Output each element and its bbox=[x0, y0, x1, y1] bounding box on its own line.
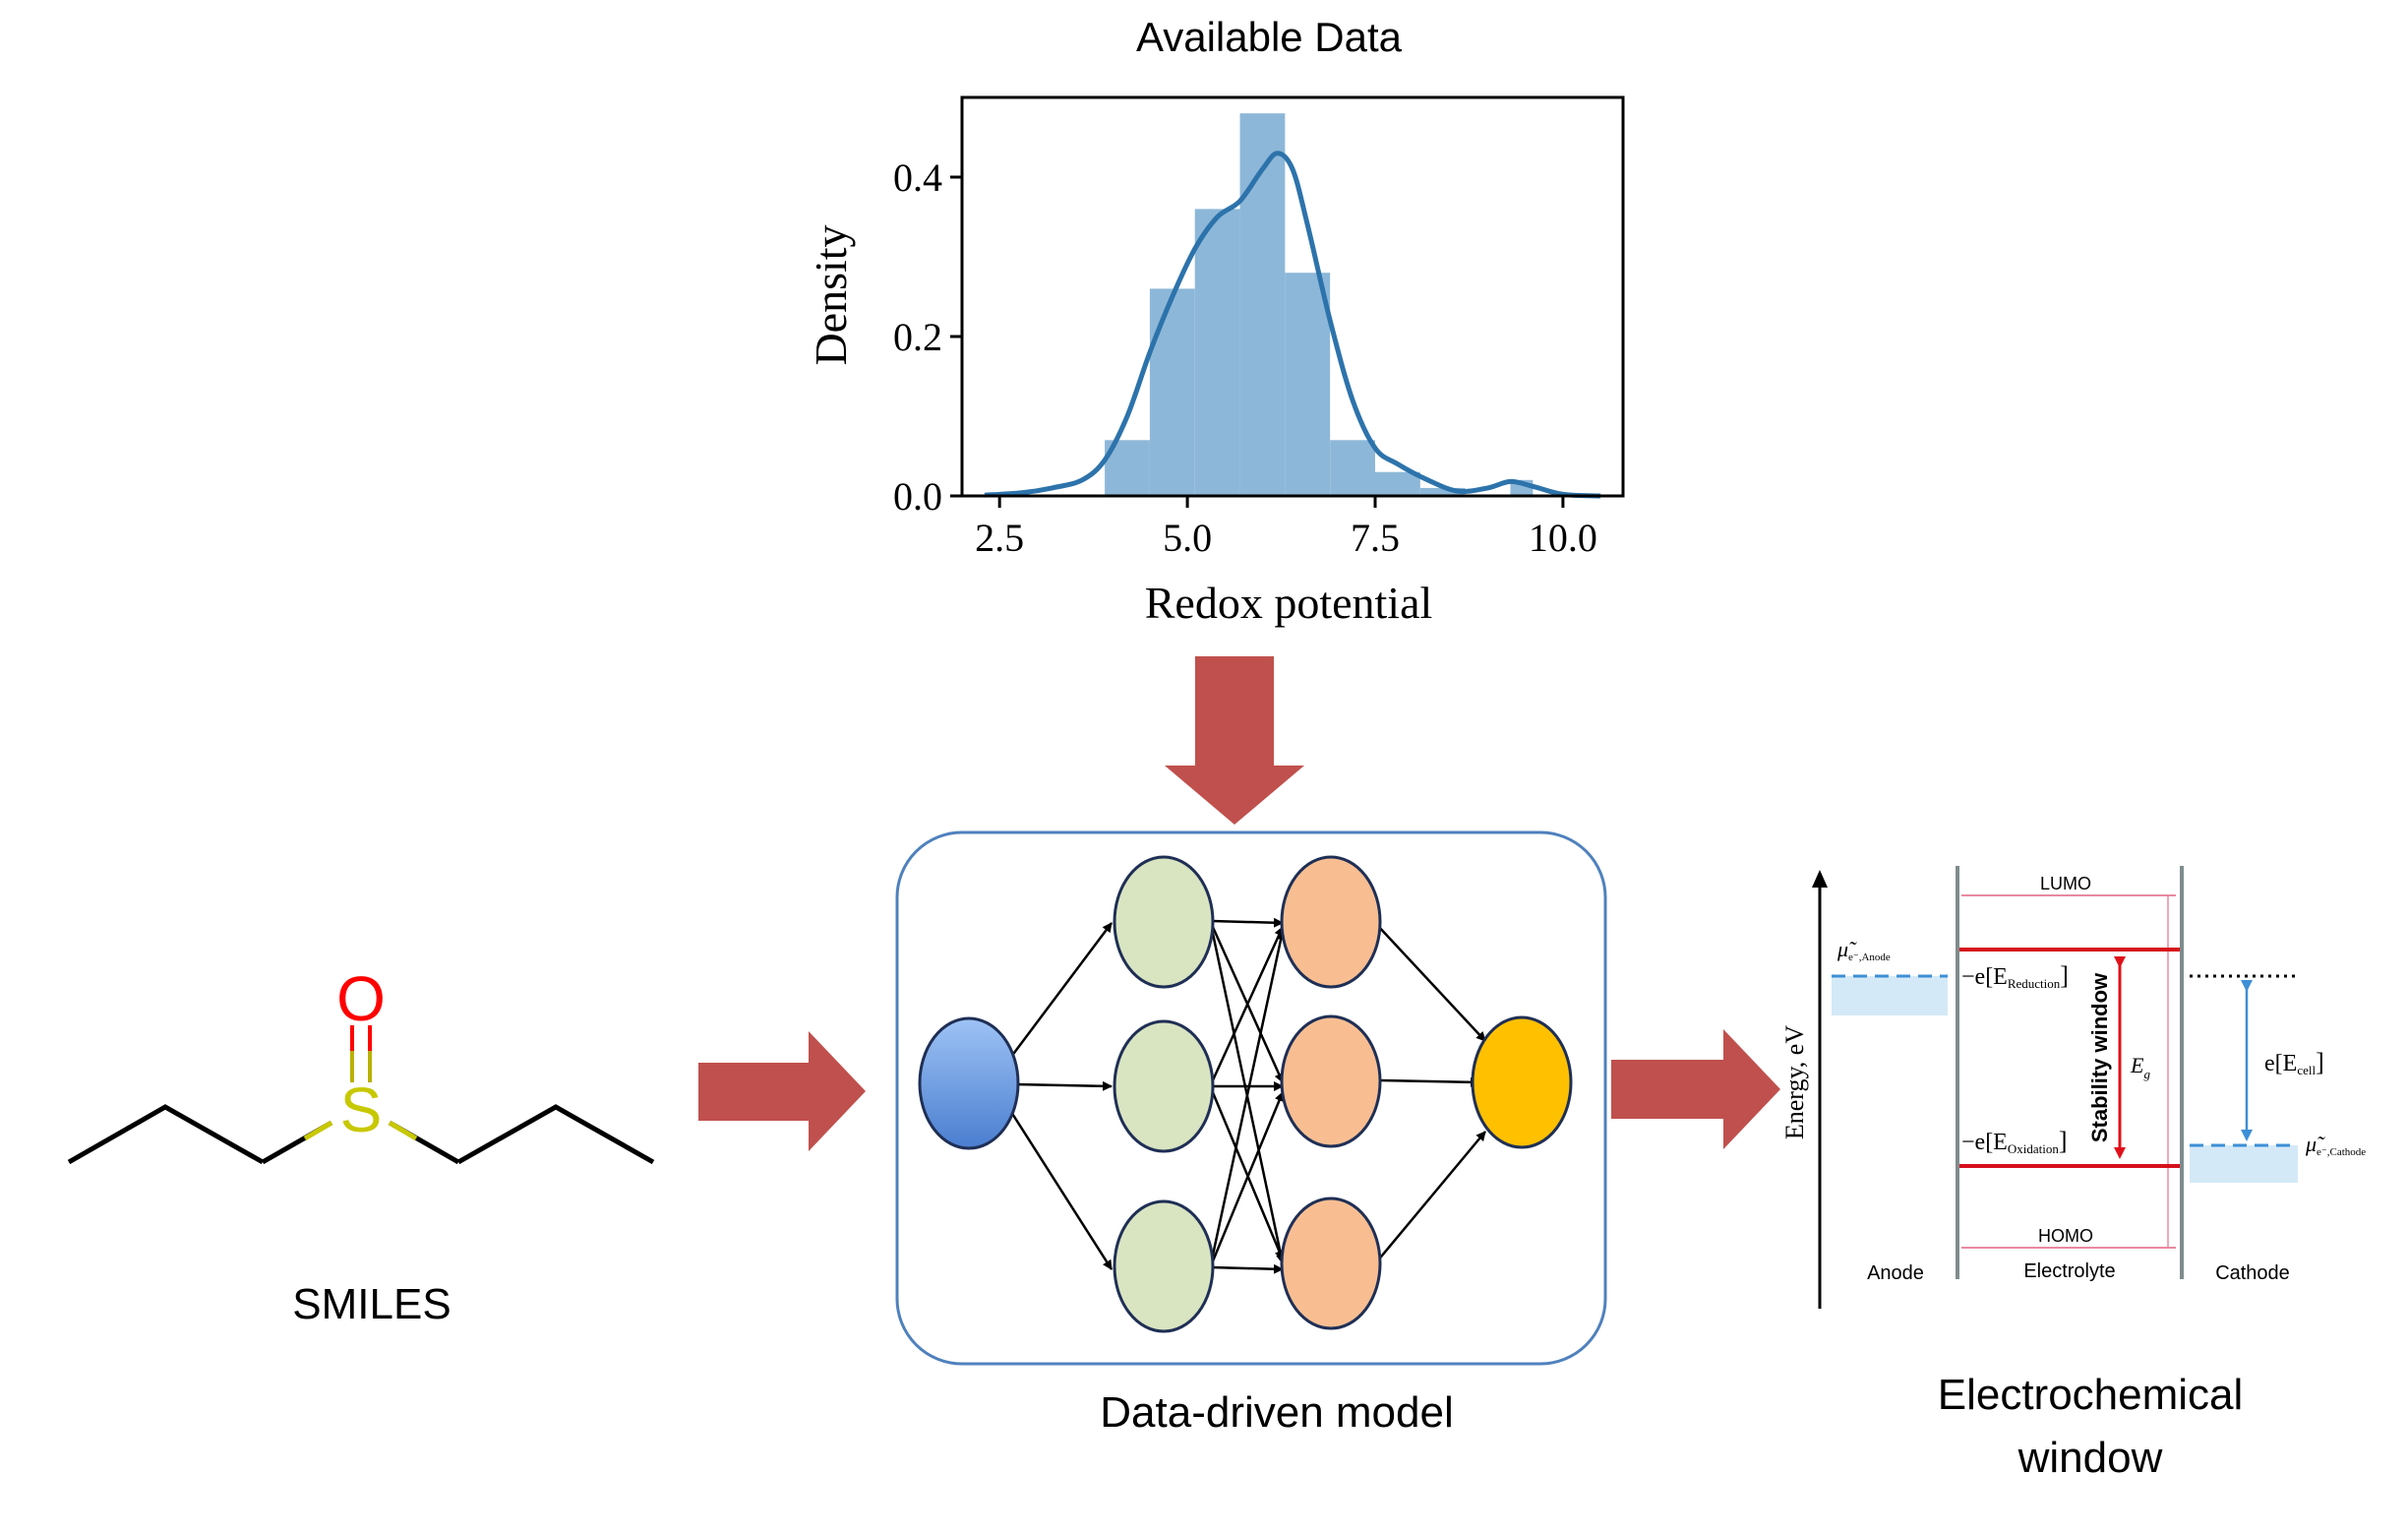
edge bbox=[1380, 1076, 1480, 1087]
edge bbox=[1376, 1131, 1486, 1262]
energy-axis-arrowhead bbox=[1812, 870, 1828, 888]
window-caption-line-1: Electrochemical bbox=[1938, 1371, 2244, 1419]
y-tick-label: 0.0 bbox=[893, 474, 942, 519]
model-caption: Data-driven model bbox=[1100, 1388, 1454, 1437]
input-node bbox=[918, 1016, 1020, 1150]
kde-curve bbox=[984, 151, 1601, 499]
energy-axis-label: Energy, eV bbox=[1780, 1025, 1809, 1139]
hidden-node-1-bottom bbox=[1113, 1199, 1215, 1333]
right-alkyl-chain bbox=[456, 1104, 655, 1165]
edge bbox=[1376, 924, 1486, 1042]
anode-fermi-fill bbox=[1832, 976, 1948, 1015]
x-tick-label: 10.0 bbox=[1529, 516, 1597, 560]
hidden-node-2-top bbox=[1280, 855, 1382, 989]
down-arrow bbox=[1165, 656, 1304, 825]
edge bbox=[1010, 922, 1113, 1058]
network-edges bbox=[1009, 917, 1486, 1274]
left-c-s-bond-yellow bbox=[303, 1120, 333, 1141]
lumo-label: LUMO bbox=[2040, 874, 2091, 893]
left-right-arrow bbox=[698, 1031, 866, 1151]
histogram-plot-frame bbox=[960, 95, 1625, 498]
cathode-fermi-fill bbox=[2190, 1145, 2298, 1183]
output-node bbox=[1471, 1015, 1573, 1149]
anode-mu-label: μ̃e⁻,Anode bbox=[1836, 937, 1891, 963]
histogram-bar bbox=[1239, 113, 1286, 496]
x-tick-label: 2.5 bbox=[975, 516, 1024, 560]
histogram-bar bbox=[1330, 440, 1375, 496]
band-gap-label: Eg bbox=[2130, 1053, 2150, 1081]
reduction-label: −e[EReduction] bbox=[1961, 961, 2069, 991]
electrochemical-window-diagram: Energy, eV LUMO HOMO Stability window Eg… bbox=[1780, 866, 2366, 1482]
right-s-c-bond-yellow bbox=[388, 1120, 418, 1141]
y-tick-label: 0.4 bbox=[893, 155, 942, 200]
histogram-bar bbox=[1194, 209, 1240, 496]
model-to-window-arrow bbox=[1611, 1029, 1780, 1149]
left-alkyl-chain bbox=[67, 1104, 265, 1165]
edge bbox=[1210, 930, 1286, 1260]
hidden-node-1-middle bbox=[1113, 1019, 1215, 1153]
data-to-model-arrow bbox=[1165, 656, 1304, 825]
oxygen-atom-label: O bbox=[336, 963, 386, 1034]
cathode-label: Cathode bbox=[2215, 1262, 2290, 1284]
sulfur-atom-label: S bbox=[340, 1074, 383, 1145]
electrolyte-label: Electrolyte bbox=[2023, 1260, 2115, 1282]
x-tick-label: 7.5 bbox=[1351, 516, 1400, 560]
hidden-node-1-top bbox=[1113, 855, 1215, 989]
histogram-bar bbox=[1149, 288, 1195, 496]
edge bbox=[1210, 926, 1285, 1083]
molecule-caption: SMILES bbox=[292, 1280, 451, 1328]
smiles-to-model-arrow bbox=[698, 1031, 866, 1151]
edge bbox=[1014, 1080, 1113, 1091]
histogram-bar bbox=[1419, 487, 1466, 496]
edge bbox=[1211, 917, 1284, 928]
histogram-bar bbox=[1285, 273, 1331, 496]
histogram-panel: Available Data 2.5 5.0 7.5 10.0 0.0 0.2 0.4 R… bbox=[806, 14, 1625, 628]
stability-window-label: Stability window bbox=[2087, 972, 2112, 1142]
histogram-bars bbox=[1105, 113, 1534, 496]
hidden-node-2-middle bbox=[1280, 1014, 1382, 1148]
y-axis-label: Density bbox=[806, 224, 856, 365]
right-arrow bbox=[1611, 1029, 1780, 1149]
model-frame bbox=[895, 830, 1607, 1366]
histogram-title: Available Data bbox=[1136, 14, 1403, 60]
oxidation-label: −e[EOxidation] bbox=[1961, 1127, 2068, 1156]
anode-label: Anode bbox=[1867, 1262, 1924, 1284]
histogram-bar bbox=[1375, 471, 1420, 496]
data-driven-model: Data-driven model bbox=[895, 830, 1607, 1437]
x-tick-label: 5.0 bbox=[1163, 516, 1212, 560]
molecule-structure: O S SMILES bbox=[67, 963, 655, 1328]
hidden-node-2-bottom bbox=[1280, 1197, 1382, 1330]
cell-voltage-label: e[Ecell] bbox=[2264, 1048, 2324, 1077]
x-axis-ticks: 2.5 5.0 7.5 10.0 bbox=[975, 496, 1597, 560]
edge bbox=[1211, 1263, 1284, 1274]
homo-label: HOMO bbox=[2038, 1226, 2093, 1246]
edge bbox=[1009, 1111, 1114, 1270]
x-axis-label: Redox potential bbox=[1145, 578, 1433, 628]
y-tick-label: 0.2 bbox=[893, 315, 942, 359]
edge bbox=[1210, 1091, 1285, 1264]
y-axis-ticks: 0.0 0.2 0.4 bbox=[893, 155, 962, 519]
window-caption-line-2: window bbox=[2017, 1434, 2163, 1482]
cathode-mu-label: μ̃e⁻,Cathode bbox=[2305, 1132, 2366, 1158]
